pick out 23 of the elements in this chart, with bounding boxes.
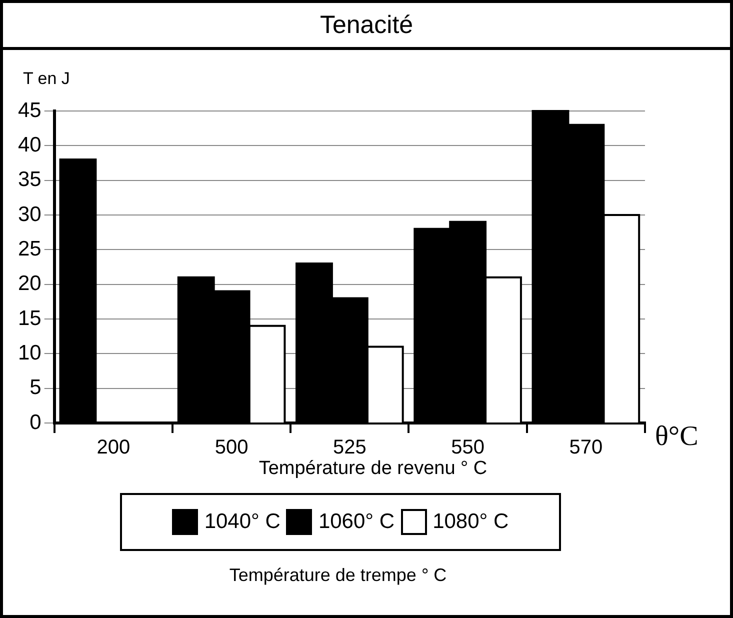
legend-label: 1060° C — [318, 510, 395, 534]
y-axis-title: T en J — [23, 69, 70, 89]
y-tick-label: 10 — [18, 341, 42, 364]
y-tick-label: 25 — [18, 237, 42, 260]
legend-label: 1080° C — [432, 510, 509, 534]
x-tick-label: 525 — [332, 436, 366, 459]
y-tick-label: 45 — [18, 98, 42, 122]
chart-title: Tenacité — [3, 3, 730, 50]
y-tick-label: 20 — [18, 272, 42, 296]
y-tick-label: 40 — [18, 133, 42, 156]
y-tick-label: 0 — [30, 410, 42, 434]
x-tick-label: 550 — [451, 436, 484, 459]
y-tick-label: 35 — [18, 168, 42, 192]
x-tick-label: 570 — [569, 436, 603, 459]
legend-label: 1040° C — [204, 510, 280, 534]
y-tick-label: 5 — [30, 376, 42, 400]
x-axis-title: Température de revenu ° C — [258, 458, 488, 480]
x-tick-label: 500 — [214, 436, 248, 459]
x-tick-label: 200 — [96, 436, 130, 459]
y-tick-label: 30 — [18, 202, 42, 226]
y-tick-label: 15 — [18, 306, 42, 330]
text: θ°C — [655, 421, 698, 453]
legend-title: Température de trempe ° C — [228, 565, 448, 586]
